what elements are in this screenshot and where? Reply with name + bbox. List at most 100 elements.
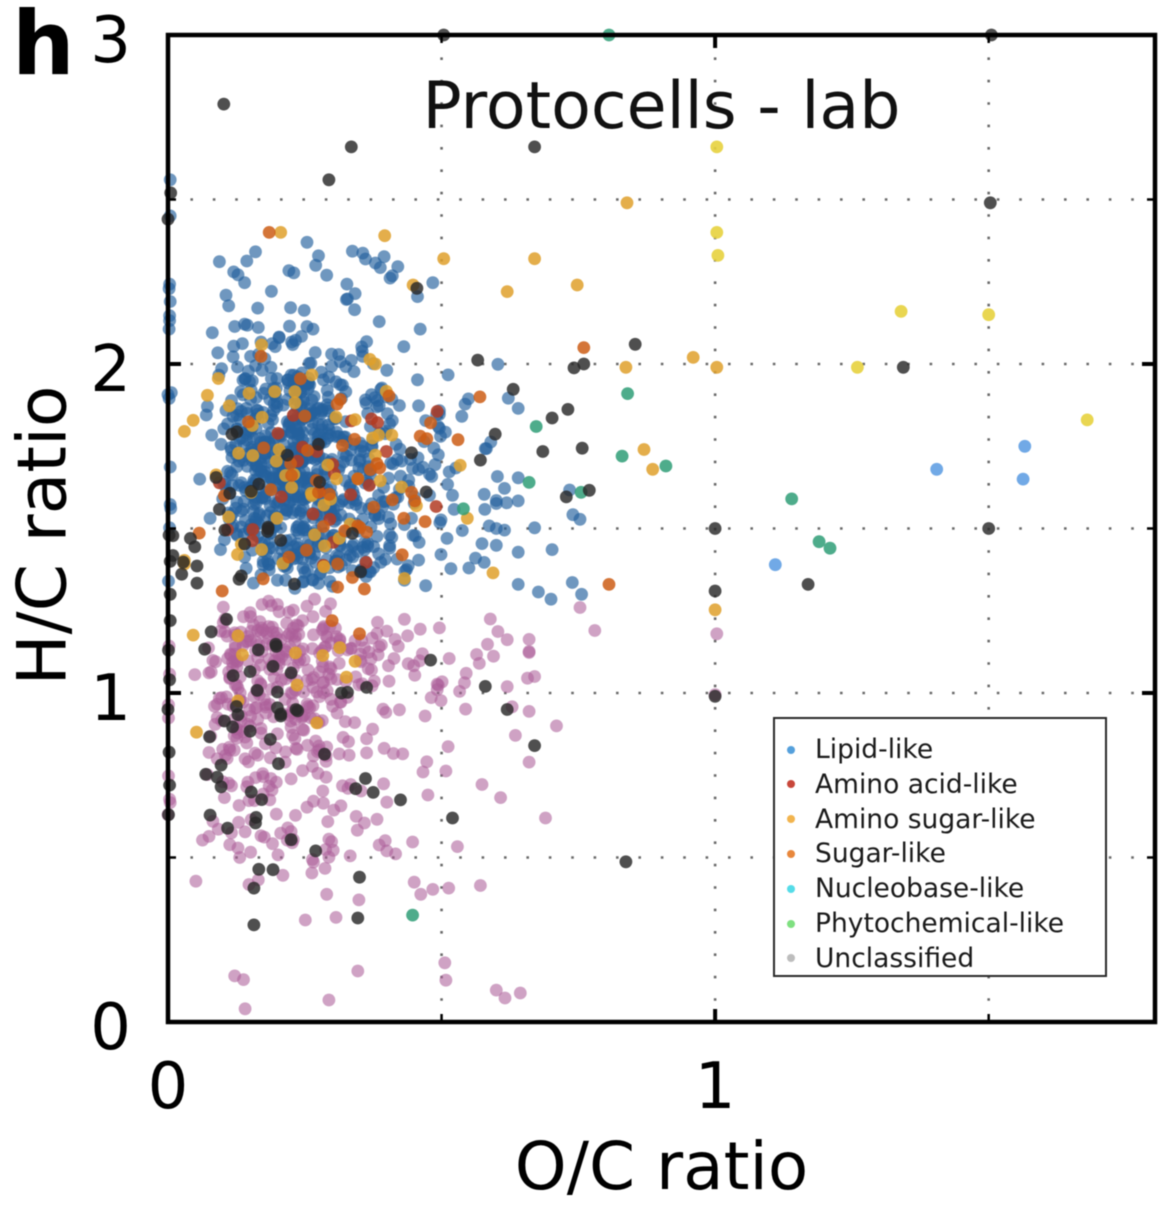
data-point	[370, 812, 384, 826]
data-point	[416, 460, 430, 474]
data-point	[361, 536, 375, 550]
data-point	[378, 834, 392, 848]
data-point	[251, 321, 265, 334]
data-point	[398, 572, 411, 585]
data-point	[217, 97, 231, 111]
data-point	[201, 388, 214, 402]
data-point	[457, 502, 470, 516]
data-point	[249, 245, 262, 259]
data-point	[394, 793, 407, 807]
data-point	[231, 629, 245, 643]
data-point	[318, 539, 331, 553]
data-point	[398, 612, 411, 626]
data-point	[710, 360, 724, 374]
data-point	[349, 810, 363, 823]
data-point	[397, 340, 411, 353]
data-point	[225, 779, 238, 793]
data-point	[336, 439, 349, 452]
data-point	[279, 745, 292, 759]
data-point	[354, 565, 367, 579]
data-point	[481, 637, 494, 651]
data-point	[359, 772, 372, 785]
data-point	[265, 372, 278, 385]
data-point	[646, 462, 660, 476]
data-point	[513, 986, 527, 1000]
data-point	[930, 462, 944, 476]
data-point	[307, 794, 320, 808]
data-point	[348, 432, 361, 446]
data-point	[352, 893, 366, 907]
data-point	[421, 788, 435, 802]
data-point	[369, 357, 382, 371]
data-point	[274, 533, 288, 547]
data-point	[255, 543, 268, 556]
data-point	[186, 413, 200, 427]
data-point	[511, 545, 525, 559]
data-point	[382, 510, 395, 524]
data-point	[451, 840, 464, 853]
series-amino-acid-like	[213, 405, 444, 572]
data-point	[419, 579, 433, 593]
data-point	[437, 252, 451, 266]
data-point	[306, 760, 319, 773]
data-point	[308, 528, 321, 542]
data-point	[434, 513, 448, 527]
data-point	[768, 558, 782, 572]
data-point	[373, 461, 387, 475]
data-point	[369, 256, 382, 270]
data-point	[251, 643, 265, 657]
data-point	[344, 140, 358, 154]
data-point	[223, 743, 237, 757]
data-point	[231, 548, 244, 561]
data-point	[290, 423, 303, 436]
data-point	[251, 674, 265, 688]
data-point	[244, 845, 257, 859]
data-point	[351, 472, 365, 486]
data-point	[371, 615, 384, 629]
data-point	[322, 993, 336, 1007]
data-point	[621, 387, 634, 400]
data-point	[426, 883, 440, 896]
data-point	[561, 403, 575, 416]
data-point	[710, 627, 724, 641]
data-point	[266, 660, 280, 673]
data-point	[232, 446, 246, 460]
data-point	[301, 563, 314, 577]
data-point	[277, 398, 290, 412]
data-point	[412, 399, 425, 413]
legend-entry-nucleobase-like: Nucleobase-like	[775, 871, 1105, 906]
data-point	[360, 732, 373, 746]
data-point	[522, 645, 536, 658]
data-point	[659, 459, 673, 473]
data-point	[447, 503, 461, 516]
data-point	[565, 576, 579, 589]
data-point	[301, 663, 315, 677]
data-point	[311, 463, 324, 477]
data-point	[500, 496, 514, 510]
data-point	[242, 386, 256, 400]
data-point	[301, 444, 314, 457]
data-point	[325, 614, 339, 627]
data-point	[205, 326, 219, 340]
data-point	[406, 835, 419, 849]
data-point	[1016, 472, 1030, 486]
data-point	[489, 983, 503, 997]
legend-entry-unclassified: Unclassified	[775, 941, 1105, 976]
data-point	[528, 521, 541, 535]
data-point	[380, 844, 394, 858]
data-point	[491, 357, 505, 371]
data-point	[528, 140, 541, 154]
data-point	[234, 504, 248, 518]
legend-entry-sugar-like: Sugar-like	[775, 836, 1105, 871]
data-point	[317, 520, 330, 533]
data-point	[249, 512, 263, 526]
data-point	[190, 725, 203, 739]
data-point	[232, 815, 246, 829]
data-point	[255, 598, 269, 611]
data-point	[319, 605, 332, 618]
data-point	[393, 399, 406, 412]
data-point	[249, 816, 262, 830]
data-point	[362, 479, 376, 492]
data-point	[367, 500, 381, 514]
